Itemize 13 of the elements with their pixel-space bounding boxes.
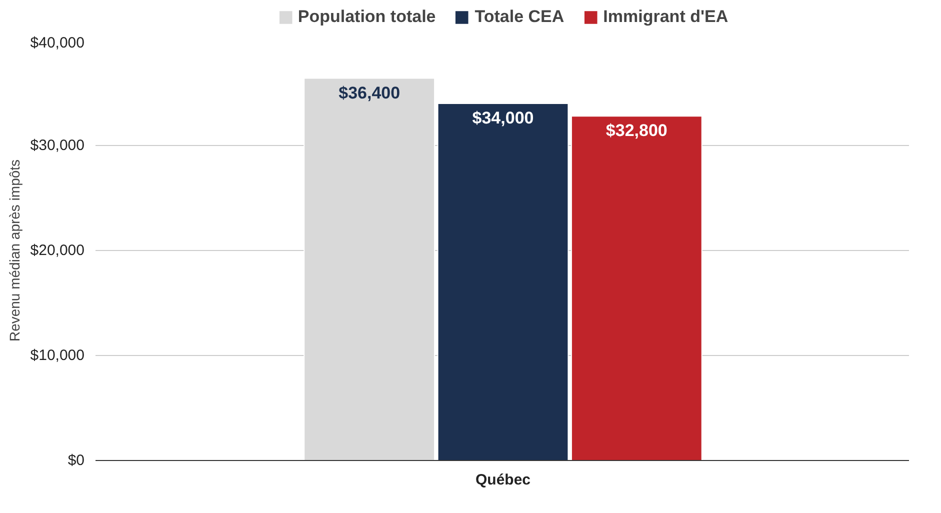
y-tick-label: $0 bbox=[68, 452, 85, 469]
data-label: $34,000 bbox=[472, 108, 534, 128]
data-label: $36,400 bbox=[338, 83, 400, 102]
y-axis-title: Revenu médian après impôts bbox=[6, 159, 22, 342]
data-label: $32,800 bbox=[606, 121, 668, 140]
legend-label: Totale CEA bbox=[474, 7, 564, 27]
legend-label: Immigrant d'EA bbox=[603, 7, 728, 27]
y-tick-label: $10,000 bbox=[30, 347, 85, 364]
y-tick-label: $20,000 bbox=[30, 242, 85, 259]
y-tick-label: $30,000 bbox=[30, 137, 85, 154]
legend-label: Population totale bbox=[298, 7, 436, 27]
x-tick-label: Québec bbox=[475, 472, 531, 488]
y-tick-label: $40,000 bbox=[30, 34, 85, 52]
